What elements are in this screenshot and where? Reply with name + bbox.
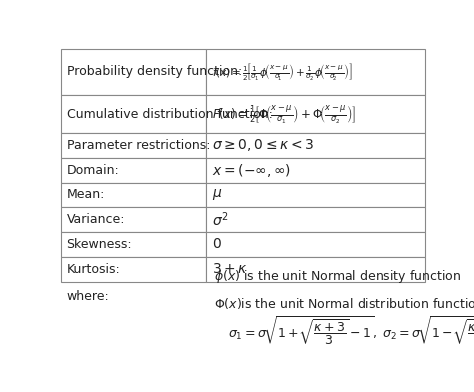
Bar bbox=[206, 133, 425, 158]
Bar bbox=[206, 207, 425, 232]
Bar bbox=[61, 95, 206, 133]
Bar bbox=[206, 95, 425, 133]
Bar bbox=[61, 232, 206, 257]
Bar bbox=[61, 158, 206, 183]
Text: Probability density function:: Probability density function: bbox=[66, 65, 242, 78]
Text: $f(x) = \frac{1}{2}\!\left[\frac{1}{\sigma_{\!1}}\phi\!\left(\frac{x-\mu}{\sigma: $f(x) = \frac{1}{2}\!\left[\frac{1}{\sig… bbox=[212, 62, 352, 82]
Bar bbox=[61, 257, 206, 281]
Text: $\sigma^2$: $\sigma^2$ bbox=[212, 211, 228, 229]
Text: Parameter restrictions:: Parameter restrictions: bbox=[66, 139, 210, 152]
Text: Mean:: Mean: bbox=[66, 189, 105, 201]
Text: where:: where: bbox=[66, 290, 109, 303]
Text: $0$: $0$ bbox=[212, 238, 221, 251]
Text: $\phi(x)$ is the unit Normal density function: $\phi(x)$ is the unit Normal density fun… bbox=[213, 268, 461, 285]
Text: $3 + \kappa$: $3 + \kappa$ bbox=[212, 262, 248, 276]
Text: Kurtosis:: Kurtosis: bbox=[66, 263, 120, 276]
Bar bbox=[61, 49, 206, 95]
Text: Skewness:: Skewness: bbox=[66, 238, 132, 251]
Bar bbox=[206, 257, 425, 281]
Text: $\sigma \geq 0, 0 \leq \kappa < 3$: $\sigma \geq 0, 0 \leq \kappa < 3$ bbox=[212, 138, 314, 153]
Text: $\sigma_1 = \sigma\!\sqrt{1+\!\sqrt{\dfrac{\kappa+3}{3}}-1},\;\sigma_2 = \sigma\: $\sigma_1 = \sigma\!\sqrt{1+\!\sqrt{\dfr… bbox=[228, 315, 474, 347]
Text: $x = (-\infty,\infty)$: $x = (-\infty,\infty)$ bbox=[212, 162, 291, 179]
Bar bbox=[206, 183, 425, 207]
Bar bbox=[61, 183, 206, 207]
Text: $\mu$: $\mu$ bbox=[212, 187, 222, 202]
Text: $F(x) = \frac{1}{2}\!\left[\Phi\!\left(\frac{x-\mu}{\sigma_{\!1}}\right)+\Phi\!\: $F(x) = \frac{1}{2}\!\left[\Phi\!\left(\… bbox=[212, 103, 356, 125]
Bar bbox=[206, 232, 425, 257]
Text: Cumulative distribution function:: Cumulative distribution function: bbox=[66, 108, 273, 121]
Text: Variance:: Variance: bbox=[66, 213, 125, 226]
Text: Domain:: Domain: bbox=[66, 164, 119, 177]
Bar bbox=[61, 133, 206, 158]
Bar bbox=[206, 49, 425, 95]
Bar bbox=[61, 207, 206, 232]
Bar bbox=[206, 158, 425, 183]
Text: $\Phi(x)$is the unit Normal distribution function: $\Phi(x)$is the unit Normal distribution… bbox=[213, 296, 474, 311]
